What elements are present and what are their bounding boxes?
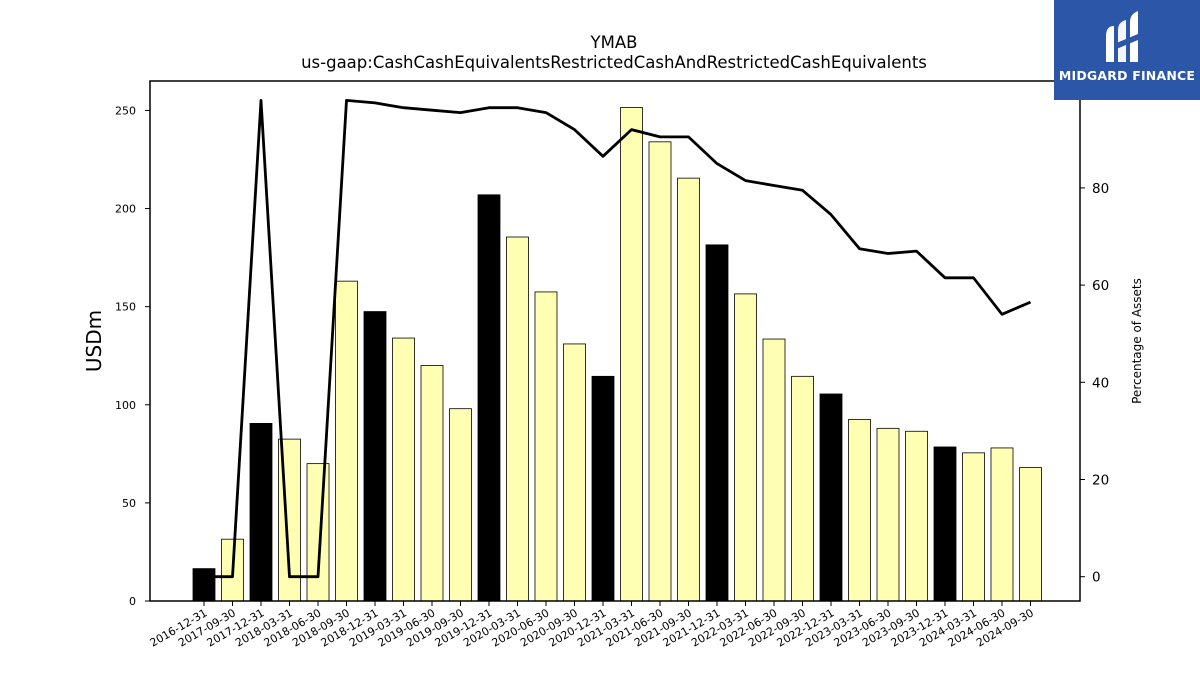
bar-2020-12-31 <box>591 375 615 602</box>
bar-2022-03-31 <box>734 293 757 602</box>
bar-2022-12-31 <box>819 393 843 602</box>
chart-title: YMAB <box>590 33 638 52</box>
bar-2023-12-31 <box>933 446 957 602</box>
bar-2018-06-30 <box>306 463 330 602</box>
bar-2018-12-31 <box>363 311 387 602</box>
percentage-of-assets-line <box>204 99 1032 579</box>
bar-2024-09-30 <box>1019 467 1042 602</box>
bar-2021-09-30 <box>677 177 700 602</box>
midgard-finance-logo: MIDGARD FINANCE <box>1054 0 1200 100</box>
bar-2024-03-31 <box>962 452 985 602</box>
bar-2021-03-31 <box>620 107 643 602</box>
y-tick-label: 150 <box>115 301 136 314</box>
y-right-tick-label: 40 <box>1092 375 1109 391</box>
bar-2023-03-31 <box>848 419 871 602</box>
bar-2019-06-30 <box>420 365 444 602</box>
bar-2017-12-31 <box>249 423 273 602</box>
midgard-logo-icon <box>1106 11 1138 62</box>
plot-frame <box>149 80 1081 602</box>
y-axis-right: 020406080100 <box>1080 84 1118 586</box>
y-axis-right-label: Percentage of Assets <box>1130 278 1144 404</box>
bar-2018-09-30 <box>335 280 358 602</box>
bar-2019-03-31 <box>392 337 415 602</box>
y-axis-left: 0 50 100 150 200 250 <box>115 104 150 608</box>
y-tick-label: 100 <box>115 399 136 412</box>
chart-subtitle: us-gaap:CashCashEquivalentsRestrictedCas… <box>301 53 927 72</box>
bar-2020-09-30 <box>563 343 586 602</box>
logo-text: MIDGARD FINANCE <box>1058 68 1196 83</box>
y-axis-label: USDm <box>82 310 106 372</box>
bar-2023-06-30 <box>876 427 900 602</box>
bar-2016-12-31 <box>192 568 216 602</box>
bar-2022-06-30 <box>762 338 786 602</box>
bar-2020-06-30 <box>534 291 558 602</box>
y-tick-label: 50 <box>122 497 136 510</box>
y-right-tick-label: 20 <box>1092 473 1109 489</box>
bar-2019-09-30 <box>449 408 472 602</box>
bar-2020-03-31 <box>506 236 529 602</box>
line-group <box>204 99 1032 579</box>
y-tick-label: 250 <box>115 104 136 117</box>
bars-group <box>192 107 1042 602</box>
bar-2019-12-31 <box>477 194 501 602</box>
bar-2024-06-30 <box>990 447 1014 602</box>
bar-2021-06-30 <box>648 141 672 602</box>
y-right-tick-label: 60 <box>1092 278 1109 294</box>
y-right-tick-label: 80 <box>1092 181 1109 197</box>
bar-2022-09-30 <box>791 375 814 602</box>
y-tick-label: 0 <box>129 595 136 608</box>
y-tick-label: 200 <box>115 203 136 216</box>
y-right-tick-label: 0 <box>1092 570 1101 586</box>
x-axis: 2016-12-312017-09-302017-12-312018-03-31… <box>148 601 1036 650</box>
bar-2021-12-31 <box>705 244 729 602</box>
bar-2023-09-30 <box>905 430 928 602</box>
